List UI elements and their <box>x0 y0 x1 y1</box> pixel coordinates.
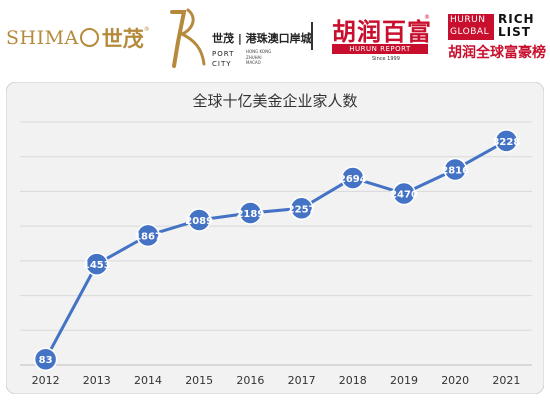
series-polyline <box>44 139 508 360</box>
hurun-report-since: Since 1999 <box>372 56 400 62</box>
x-tick-label: 2013 <box>83 374 111 387</box>
series-line <box>44 139 508 360</box>
chart-svg: 全球十亿美金企业家人数 83 1453 1867 2089 2189 2257 2694 24… <box>6 82 544 394</box>
data-point <box>238 201 263 225</box>
shimao-logo-latin: SHIMA <box>6 27 79 49</box>
shimao-logo: SHIMA 世茂 ® <box>6 22 150 54</box>
hurun-report-logo: 胡润百富 ® HURUN REPORT Since 1999 <box>332 12 436 68</box>
data-label: 2257 <box>288 204 316 215</box>
data-label: 3228 <box>492 137 520 148</box>
x-tick-label: 2018 <box>339 374 367 387</box>
header-banner: SHIMA 世茂 ® 世茂 | 港珠澳口岸城 PORT CITY HONG KO… <box>0 0 550 80</box>
port-city-small-text: HONG KONG ZHUHAI MACAO <box>246 49 271 66</box>
data-point <box>392 181 416 206</box>
data-label: 83 <box>39 355 53 366</box>
hurun-global-rich-list-logo: HURUN GLOBAL RICH LIST 胡润全球富豪榜 <box>448 13 548 70</box>
port-city-small-1: HONG KONG <box>246 49 272 54</box>
hurun-global-r1: RICH <box>498 12 535 26</box>
data-point <box>289 196 314 221</box>
globe-o-icon <box>79 27 99 47</box>
logo-divider <box>311 22 313 50</box>
chart-background <box>6 82 544 394</box>
hurun-global-l2: GLOBAL <box>450 27 490 37</box>
hurun-report-bar: HURUN REPORT <box>332 44 428 54</box>
data-label: 2694 <box>339 174 367 185</box>
data-point <box>187 208 211 232</box>
hurun-global-l1: HURUN <box>450 15 486 25</box>
hurun-global-box: HURUN GLOBAL <box>448 14 494 40</box>
data-points <box>33 129 519 371</box>
x-tick-label: 2015 <box>185 374 213 387</box>
x-tick-label: 2020 <box>441 374 469 387</box>
port-city-logo: 世茂 | 港珠澳口岸城 PORT CITY HONG KONG ZHUHAI M… <box>164 8 312 70</box>
port-city-mark-icon <box>170 8 206 68</box>
hurun-global-rich-list: RICH LIST <box>498 13 535 39</box>
data-labels: 83 1453 1867 2089 2189 2257 2694 2470 2816 3228 <box>39 137 521 366</box>
data-label: 2816 <box>441 165 469 176</box>
port-city-title: 世茂 | 港珠澳口岸城 <box>212 32 312 45</box>
data-point <box>85 252 109 276</box>
data-label: 2189 <box>236 209 264 220</box>
hurun-report-bar-text: HURUN REPORT <box>349 45 411 53</box>
x-tick-label: 2017 <box>288 374 316 387</box>
data-point <box>494 129 519 153</box>
data-label: 2089 <box>185 216 213 227</box>
x-tick-label: 2019 <box>390 374 418 387</box>
shimao-logo-cn: 世茂 <box>101 26 144 51</box>
hurun-global-cn: 胡润全球富豪榜 <box>448 45 546 61</box>
data-point <box>136 223 160 248</box>
x-tick-label: 2021 <box>492 374 520 387</box>
x-axis-ticks: 2012 2013 2014 2015 2016 2017 2018 2019 2020 2021 <box>32 374 521 387</box>
shimao-trademark: ® <box>143 26 150 33</box>
data-label: 2470 <box>390 190 418 201</box>
port-city-small-3: MACAO <box>246 60 261 65</box>
line-chart: 全球十亿美金企业家人数 83 1453 1867 2089 2189 2257 2694 24… <box>6 82 544 394</box>
data-point <box>33 347 58 371</box>
x-tick-label: 2016 <box>236 374 264 387</box>
data-point <box>443 157 467 182</box>
x-tick-label: 2014 <box>134 374 162 387</box>
port-city-city: CITY <box>212 60 232 68</box>
port-city-port: PORT <box>212 50 235 58</box>
hurun-global-r2: LIST <box>498 25 531 39</box>
port-city-small-2: ZHUHAI <box>246 54 262 60</box>
data-label: 1867 <box>134 231 162 242</box>
hurun-report-trademark: ® <box>424 14 430 21</box>
chart-title: 全球十亿美金企业家人数 <box>192 92 357 110</box>
x-tick-label: 2012 <box>32 374 60 387</box>
data-point <box>341 166 365 190</box>
data-label: 1453 <box>83 260 111 271</box>
hurun-report-cn: 胡润百富 <box>332 18 432 46</box>
